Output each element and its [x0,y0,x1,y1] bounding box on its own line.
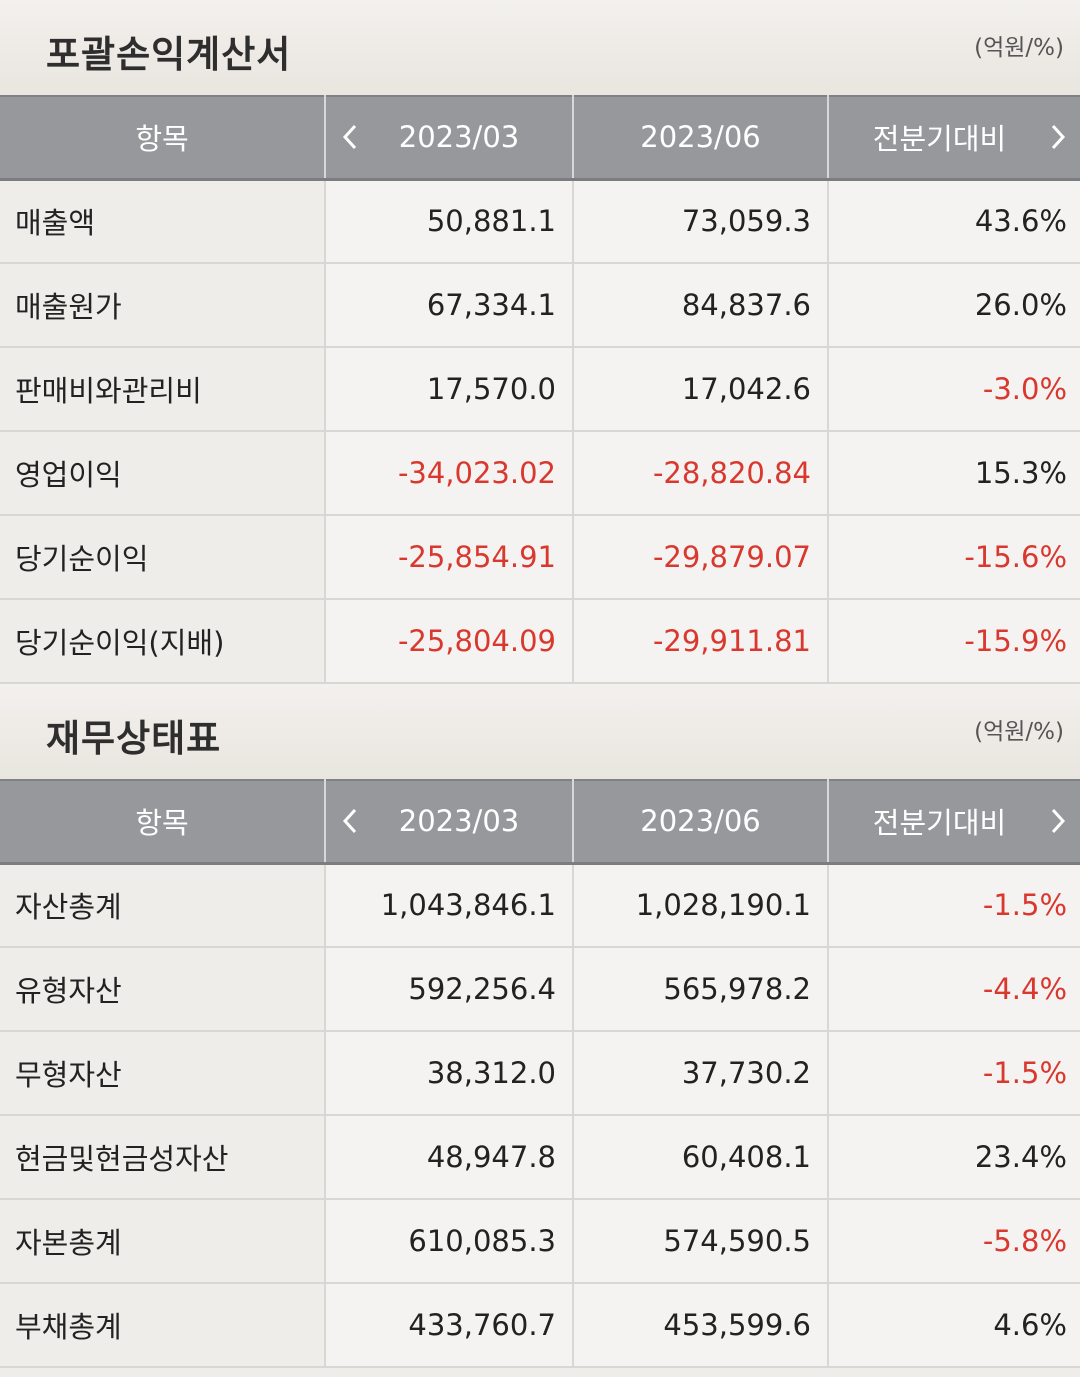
table-row: 매출원가 67,334.1 84,837.6 26.0% [0,263,1080,348]
row-label: 판매비와관리비 [0,347,326,432]
table-row: 부채총계 433,760.7 453,599.6 4.6% [0,1283,1080,1368]
column-header-label: 항목 [135,122,189,157]
value-period2: 73,059.3 [573,179,829,264]
value-change: 15.3% [828,431,1080,516]
value-period1: 433,760.7 [325,1283,574,1368]
column-header-period1: 2023/03 [325,779,574,865]
balance-sheet-header: 재무상태표 (억원/%) [0,684,1080,779]
value-period1: -34,023.02 [325,431,574,516]
value-period2: 565,978.2 [573,947,829,1032]
table-row: 자산총계 1,043,846.1 1,028,190.1 -1.5% [0,863,1080,948]
value-period1: 610,085.3 [325,1199,574,1284]
value-change: -3.0% [828,347,1080,432]
section-title: 포괄손익계산서 [46,33,292,76]
table-row: 무형자산 38,312.0 37,730.2 -1.5% [0,1031,1080,1116]
value-change: 43.6% [828,179,1080,264]
column-header-item: 항목 [0,779,326,865]
section-title: 재무상태표 [46,717,222,760]
value-change: 4.6% [828,1283,1080,1368]
unit-label: (억원/%) [974,719,1064,745]
value-period2: -29,879.07 [573,515,829,600]
chevron-right-icon[interactable] [1044,801,1072,841]
balance-sheet-table: 항목 2023/03 2023/06 전분기대비 [0,779,1080,1368]
value-period1: 592,256.4 [325,947,574,1032]
row-label: 당기순이익(지배) [0,599,326,684]
table-row: 유형자산 592,256.4 565,978.2 -4.4% [0,947,1080,1032]
unit-label: (억원/%) [974,35,1064,61]
value-period2: 60,408.1 [573,1115,829,1200]
row-label: 매출원가 [0,263,326,348]
value-period2: 574,590.5 [573,1199,829,1284]
column-header-label: 2023/06 [640,120,761,155]
value-period2: 84,837.6 [573,263,829,348]
value-change: -5.8% [828,1199,1080,1284]
value-period1: 17,570.0 [325,347,574,432]
chevron-left-icon[interactable] [336,117,364,157]
value-period2: -29,911.81 [573,599,829,684]
row-label: 매출액 [0,179,326,264]
table-row: 자본총계 610,085.3 574,590.5 -5.8% [0,1199,1080,1284]
row-label: 자본총계 [0,1199,326,1284]
chevron-right-icon[interactable] [1044,117,1072,157]
column-header-label: 항목 [135,806,189,841]
chevron-left-icon[interactable] [336,801,364,841]
column-header-label: 2023/03 [398,120,520,155]
value-period1: 38,312.0 [325,1031,574,1116]
value-period1: -25,804.09 [325,599,574,684]
value-period1: -25,854.91 [325,515,574,600]
column-header-period2: 2023/06 [573,95,829,181]
value-period2: 37,730.2 [573,1031,829,1116]
income-statement-table: 항목 2023/03 2023/06 전분기대비 [0,95,1080,684]
row-label: 무형자산 [0,1031,326,1116]
row-label: 현금및현금성자산 [0,1115,326,1200]
value-period1: 48,947.8 [325,1115,574,1200]
value-period1: 1,043,846.1 [325,863,574,948]
bottom-spacer [0,1368,1080,1377]
column-header-item: 항목 [0,95,326,181]
column-header-label: 2023/06 [640,804,761,839]
value-period2: 1,028,190.1 [573,863,829,948]
value-period1: 67,334.1 [325,263,574,348]
row-label: 당기순이익 [0,515,326,600]
value-change: -1.5% [828,863,1080,948]
row-label: 영업이익 [0,431,326,516]
table-row: 현금및현금성자산 48,947.8 60,408.1 23.4% [0,1115,1080,1200]
table-row: 당기순이익 -25,854.91 -29,879.07 -15.6% [0,515,1080,600]
income-statement-header: 포괄손익계산서 (억원/%) [0,0,1080,95]
table-row: 매출액 50,881.1 73,059.3 43.6% [0,179,1080,264]
value-period1: 50,881.1 [325,179,574,264]
column-header-label: 전분기대비 [872,122,1007,157]
column-header-label: 전분기대비 [872,806,1007,841]
table-header-row: 항목 2023/03 2023/06 전분기대비 [0,779,1080,865]
column-header-period1: 2023/03 [325,95,574,181]
table-row: 판매비와관리비 17,570.0 17,042.6 -3.0% [0,347,1080,432]
column-header-label: 2023/03 [398,804,520,839]
row-label: 유형자산 [0,947,326,1032]
value-change: -4.4% [828,947,1080,1032]
value-change: -15.6% [828,515,1080,600]
table-header-row: 항목 2023/03 2023/06 전분기대비 [0,95,1080,181]
column-header-period2: 2023/06 [573,779,829,865]
value-change: 23.4% [828,1115,1080,1200]
value-period2: 17,042.6 [573,347,829,432]
column-header-compare: 전분기대비 [828,95,1080,181]
value-period2: 453,599.6 [573,1283,829,1368]
value-change: -15.9% [828,599,1080,684]
row-label: 자산총계 [0,863,326,948]
value-period2: -28,820.84 [573,431,829,516]
table-row: 당기순이익(지배) -25,804.09 -29,911.81 -15.9% [0,599,1080,684]
value-change: 26.0% [828,263,1080,348]
table-row: 영업이익 -34,023.02 -28,820.84 15.3% [0,431,1080,516]
row-label: 부채총계 [0,1283,326,1368]
value-change: -1.5% [828,1031,1080,1116]
column-header-compare: 전분기대비 [828,779,1080,865]
